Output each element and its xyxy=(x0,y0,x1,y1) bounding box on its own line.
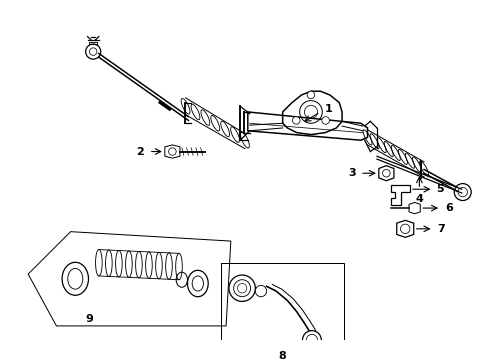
Bar xyxy=(221,263,343,360)
Text: 8: 8 xyxy=(278,351,286,360)
Polygon shape xyxy=(396,220,413,237)
Polygon shape xyxy=(408,202,420,214)
Polygon shape xyxy=(378,166,393,181)
Circle shape xyxy=(292,117,300,124)
Circle shape xyxy=(302,330,321,350)
Polygon shape xyxy=(164,145,180,158)
Circle shape xyxy=(228,275,255,301)
Circle shape xyxy=(306,91,314,99)
Text: 1: 1 xyxy=(325,104,332,114)
Text: 3: 3 xyxy=(348,168,355,178)
Text: 6: 6 xyxy=(444,203,452,213)
Text: 4: 4 xyxy=(415,194,423,204)
Text: 2: 2 xyxy=(136,147,144,157)
Polygon shape xyxy=(390,185,409,205)
Text: 9: 9 xyxy=(85,314,93,324)
Text: 7: 7 xyxy=(436,224,444,234)
Circle shape xyxy=(321,117,329,124)
Text: 5: 5 xyxy=(435,184,443,194)
Circle shape xyxy=(255,285,266,297)
